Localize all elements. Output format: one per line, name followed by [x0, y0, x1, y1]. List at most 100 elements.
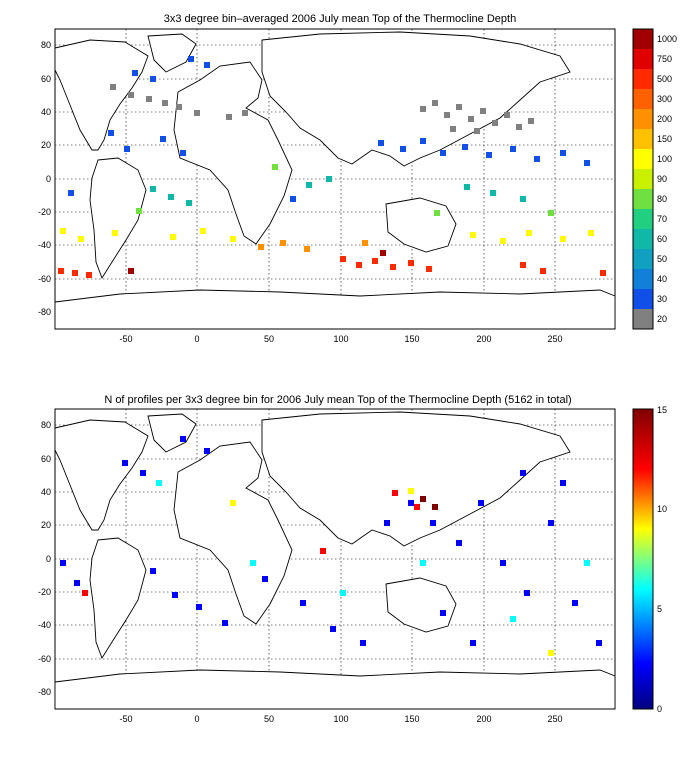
- x-tick-label: 100: [333, 714, 348, 724]
- colorbar-swatch: [633, 169, 653, 189]
- x-tick-label: 200: [476, 714, 491, 724]
- y-tick-label: 60: [41, 74, 51, 84]
- colorbar-1: 1000 750 500 300 200 150 100 90 80 70 60…: [632, 28, 677, 330]
- bins-max: [420, 496, 438, 510]
- y-axis-1: 80 60 40 20 0 -20 -40 -60 -80: [38, 40, 51, 317]
- colorbar-label: 15: [657, 405, 667, 415]
- colorbar-label: 30: [657, 294, 667, 304]
- bins-80: [136, 164, 554, 216]
- australia-outline: [385, 577, 457, 633]
- x-axis-2: -50 0 50 100 150 200 250: [119, 714, 562, 724]
- colorbar-swatch: [633, 149, 653, 169]
- colorbar-label: 300: [657, 94, 672, 104]
- x-tick-label: 250: [547, 334, 562, 344]
- y-axis-2: 80 60 40 20 0 -20 -40 -60 -80: [38, 420, 51, 697]
- x-tick-label: -50: [119, 714, 132, 724]
- colorbar-label: 20: [657, 314, 667, 324]
- y-tick-label: 60: [41, 454, 51, 464]
- y-tick-label: -40: [38, 240, 51, 250]
- colorbar-swatch: [633, 49, 653, 69]
- x-tick-label: 150: [404, 334, 419, 344]
- asia-outline: [261, 31, 571, 167]
- x-axis-1: -50 0 50 100 150 200 250: [119, 334, 562, 344]
- y-tick-label: 80: [41, 420, 51, 430]
- x-tick-label: -50: [119, 334, 132, 344]
- bins-high: [230, 488, 554, 656]
- y-tick-label: -80: [38, 687, 51, 697]
- antarctica-outline: [54, 669, 616, 710]
- colorbar-label: 5: [657, 604, 662, 614]
- bins-30: [68, 56, 590, 202]
- colorbar-label: 90: [657, 174, 667, 184]
- colorbar-swatch: [633, 289, 653, 309]
- panel-1-title: 3x3 degree bin–averaged 2006 July mean T…: [164, 13, 516, 25]
- south-america-outline: [89, 537, 147, 660]
- bins-20: [110, 84, 534, 134]
- y-tick-label: -20: [38, 587, 51, 597]
- y-tick-label: 20: [41, 140, 51, 150]
- asia-outline: [261, 411, 571, 547]
- panel-2-title: N of profiles per 3x3 degree bin for 200…: [104, 394, 571, 406]
- x-tick-label: 150: [404, 714, 419, 724]
- colorbar-label: 50: [657, 254, 667, 264]
- y-tick-label: -60: [38, 274, 51, 284]
- colorbar-label: 100: [657, 154, 672, 164]
- colorbar-label: 10: [657, 504, 667, 514]
- bins-100: [60, 228, 594, 244]
- colorbar-swatch: [633, 249, 653, 269]
- colorbar-swatch: [633, 89, 653, 109]
- map-frame-2: [54, 408, 616, 710]
- colorbar-swatch: [633, 209, 653, 229]
- colorbar-swatch: [633, 269, 653, 289]
- x-tick-label: 50: [264, 714, 274, 724]
- south-america-outline: [89, 157, 147, 280]
- y-tick-label: 0: [46, 554, 51, 564]
- greenland-outline: [147, 33, 197, 73]
- x-tick-label: 0: [194, 334, 199, 344]
- colorbar-label: 0: [657, 704, 662, 714]
- bins-60: [150, 176, 526, 206]
- y-tick-label: 0: [46, 174, 51, 184]
- bins-low: [60, 436, 602, 646]
- colorbar-swatch: [633, 229, 653, 249]
- map-frame-1: [54, 28, 616, 330]
- colorbar-swatch: [633, 69, 653, 89]
- y-tick-label: 20: [41, 520, 51, 530]
- north-america-outline: [54, 419, 149, 531]
- x-tick-label: 250: [547, 714, 562, 724]
- panel-profile-count: N of profiles per 3x3 degree bin for 200…: [38, 394, 667, 724]
- x-tick-label: 100: [333, 334, 348, 344]
- colorbar-label: 150: [657, 134, 672, 144]
- bins-200: [258, 240, 368, 252]
- colorbar-label: 80: [657, 194, 667, 204]
- colorbar-gradient: [632, 408, 654, 710]
- bins-1000: [128, 250, 386, 274]
- colorbar-swatch: [633, 29, 653, 49]
- y-tick-label: 40: [41, 107, 51, 117]
- north-america-outline: [54, 39, 149, 151]
- colorbar-label: 60: [657, 234, 667, 244]
- colorbar-label: 1000: [657, 34, 677, 44]
- colorbar-label: 750: [657, 54, 672, 64]
- mean-depth-bins: [58, 56, 606, 278]
- panel-mean-depth: 3x3 degree bin–averaged 2006 July mean T…: [38, 13, 677, 344]
- y-tick-label: -40: [38, 620, 51, 630]
- bins-very-high: [82, 490, 420, 596]
- x-tick-label: 0: [194, 714, 199, 724]
- y-tick-label: -80: [38, 307, 51, 317]
- colorbar-label: 200: [657, 114, 672, 124]
- y-tick-label: 40: [41, 487, 51, 497]
- europe-africa-outline: [173, 61, 293, 245]
- colorbar-swatch: [633, 129, 653, 149]
- colorbar-swatch: [633, 189, 653, 209]
- y-tick-label: -60: [38, 654, 51, 664]
- colorbar-swatch: [633, 309, 653, 329]
- colorbar-swatch: [633, 109, 653, 129]
- colorbar-label: 70: [657, 214, 667, 224]
- colorbar-label: 40: [657, 274, 667, 284]
- y-tick-label: -20: [38, 207, 51, 217]
- colorbar-label: 500: [657, 74, 672, 84]
- bins-500: [58, 256, 606, 278]
- y-tick-label: 80: [41, 40, 51, 50]
